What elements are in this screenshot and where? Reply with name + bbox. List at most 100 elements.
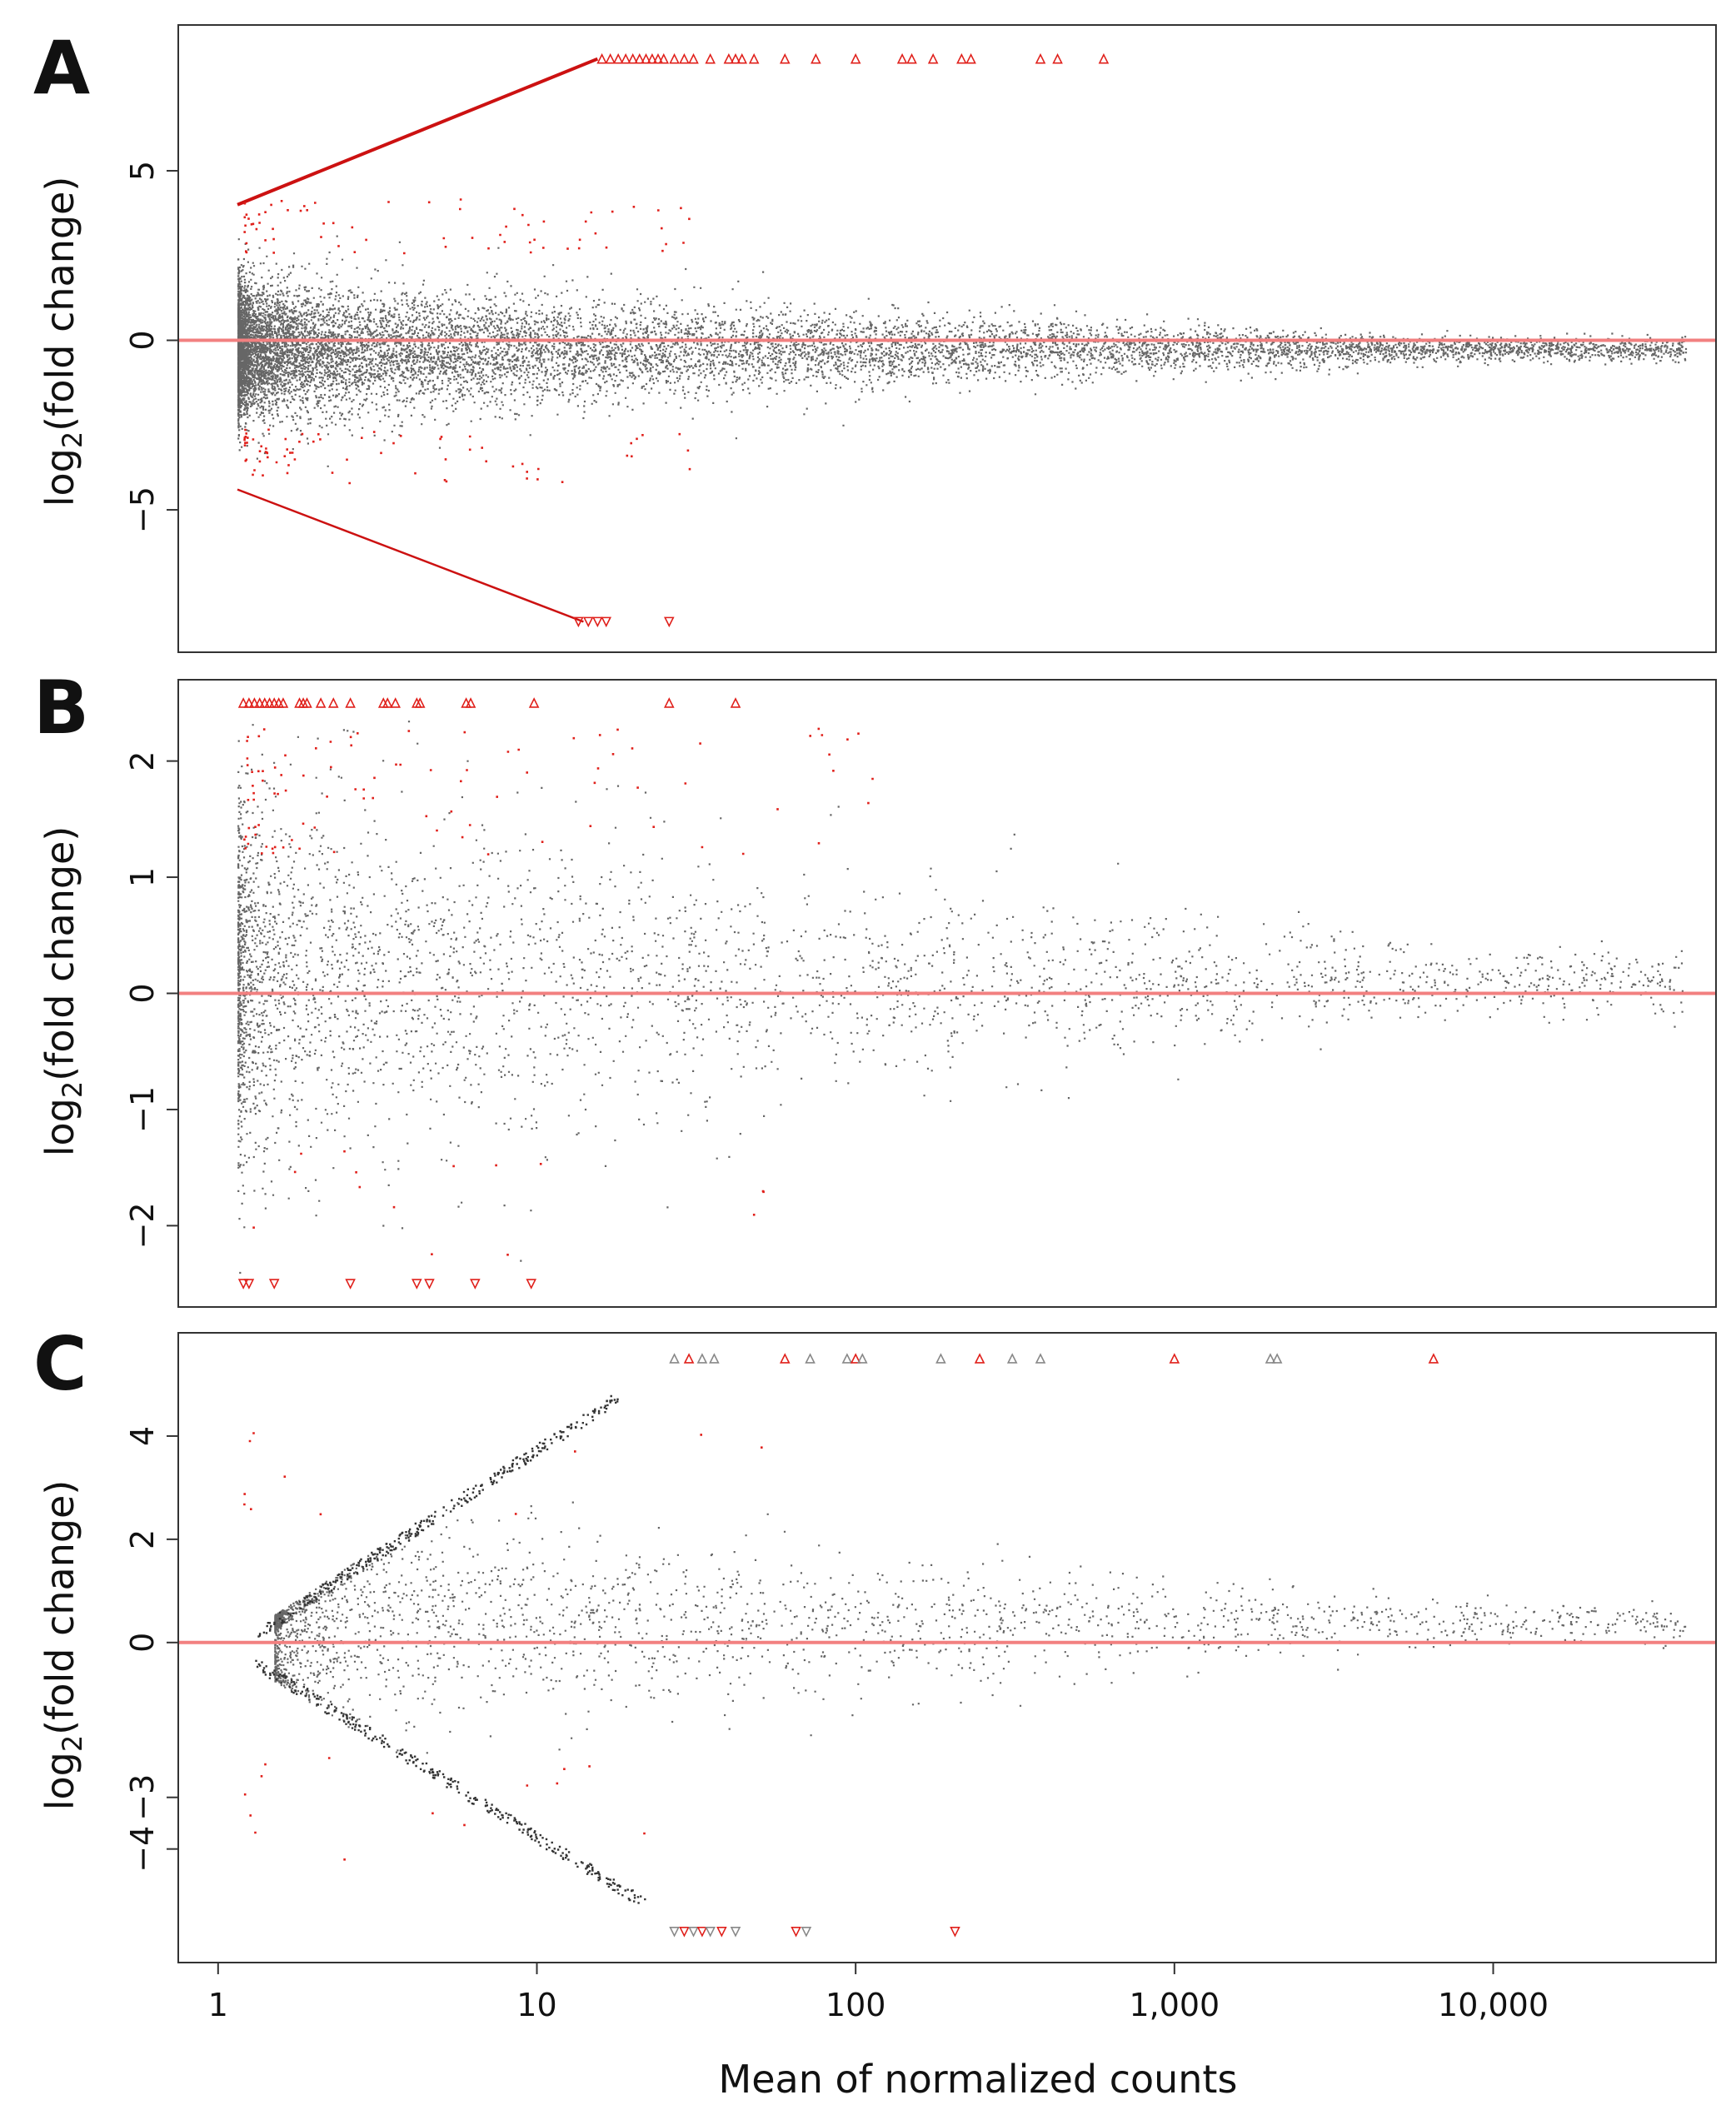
- threshold-line-down: [237, 488, 584, 623]
- capped-up-marker: [669, 1353, 680, 1364]
- capped-down-marker: [592, 616, 603, 628]
- capped-up-marker: [641, 52, 651, 64]
- x-tick-label: 1: [208, 1987, 228, 2023]
- capped-down-marker: [237, 1279, 249, 1289]
- panel-c-y-axis: 4 2 0 −3 −4: [124, 1426, 178, 1873]
- capped-up-marker: [652, 52, 664, 64]
- capped-up-marker: [896, 52, 908, 64]
- y-tick-label: −5: [124, 486, 161, 533]
- capped-up-marker: [935, 1353, 946, 1364]
- capped-up-marker: [390, 697, 401, 708]
- capped-up-marker: [779, 52, 791, 64]
- panel-c-points-red: [243, 1353, 1439, 1938]
- panel-b-letter: B: [33, 665, 89, 751]
- x-axis: 1 10 100 1,000 10,000: [208, 1962, 1549, 2023]
- panel-c-points-gray: [255, 1394, 1687, 1904]
- capped-up-marker: [696, 1353, 708, 1364]
- capped-up-marker: [605, 52, 616, 64]
- capped-up-marker: [658, 52, 670, 64]
- panel-c-letter: C: [33, 1321, 87, 1407]
- capped-up-marker: [811, 52, 821, 64]
- capped-up-marker: [1098, 52, 1110, 64]
- capped-up-marker: [414, 697, 426, 708]
- capped-up-marker: [974, 1353, 985, 1364]
- capped-down-marker: [730, 1927, 741, 1938]
- capped-up-marker: [327, 697, 339, 708]
- capped-up-marker: [627, 52, 638, 64]
- threshold-line-up: [237, 57, 599, 207]
- funnel-upper-points: [257, 1394, 619, 1638]
- capped-down-marker: [573, 616, 584, 628]
- capped-up-marker: [856, 1353, 868, 1364]
- capped-up-marker: [382, 697, 393, 708]
- capped-up-marker: [850, 1353, 861, 1364]
- y-tick-label: −1: [124, 1086, 161, 1133]
- capped-down-marker: [601, 616, 612, 628]
- x-tick-label: 1,000: [1129, 1987, 1220, 2023]
- panel-a-letter: A: [33, 25, 90, 111]
- y-tick-label: −2: [124, 1202, 161, 1249]
- capped-down-marker: [791, 1927, 801, 1938]
- panel-a: A log2(fold change) 5 0 −5: [33, 24, 1717, 653]
- capped-up-marker: [841, 1353, 853, 1364]
- capped-up-marker: [965, 52, 976, 64]
- y-tick-label: 1: [124, 867, 161, 887]
- capped-up-marker: [237, 697, 249, 708]
- capped-up-marker: [302, 697, 312, 708]
- capped-up-marker: [736, 52, 748, 64]
- panel-b-y-axis: 2 1 0 −1 −2: [124, 751, 178, 1249]
- capped-down-marker: [669, 1927, 680, 1938]
- y-tick-label: 0: [124, 1633, 161, 1653]
- capped-up-marker: [1052, 52, 1063, 64]
- capped-up-marker: [730, 52, 741, 64]
- capped-down-marker: [582, 616, 594, 628]
- capped-up-marker: [730, 697, 741, 708]
- panel-b-plot-frame: [177, 679, 1717, 1308]
- capped-up-marker: [688, 52, 699, 64]
- capped-down-marker: [243, 1279, 255, 1289]
- y-tick-label: −3: [124, 1774, 161, 1821]
- y-tick-label: 5: [124, 161, 161, 181]
- capped-up-marker: [249, 697, 260, 708]
- capped-up-marker: [679, 52, 690, 64]
- capped-up-marker: [596, 52, 607, 64]
- capped-down-marker: [679, 1927, 690, 1938]
- capped-down-marker: [526, 1279, 536, 1289]
- capped-up-marker: [277, 697, 289, 708]
- panel-b: B log2(fold change) 2 1 0 −1 −2: [33, 665, 1717, 1308]
- capped-up-marker: [956, 52, 967, 64]
- capped-up-marker: [528, 697, 540, 708]
- capped-down-marker: [716, 1927, 727, 1938]
- capped-up-marker: [683, 1353, 695, 1364]
- capped-up-marker: [1006, 1353, 1018, 1364]
- y-tick-label: 4: [124, 1426, 161, 1446]
- y-tick-label: −4: [124, 1826, 161, 1873]
- capped-up-marker: [254, 697, 265, 708]
- capped-up-marker: [906, 52, 917, 64]
- x-tick-label: 10: [516, 1987, 556, 2023]
- capped-up-marker: [345, 697, 356, 708]
- capped-down-marker: [663, 616, 675, 628]
- x-tick-label: 10,000: [1438, 1987, 1549, 2023]
- capped-up-marker: [723, 52, 735, 64]
- panel-b-y-axis-label: log2(fold change): [37, 826, 88, 1157]
- capped-up-marker: [705, 52, 716, 64]
- capped-up-marker: [663, 697, 675, 708]
- capped-down-marker: [801, 1927, 812, 1938]
- panel-a-points-red: [237, 52, 1110, 628]
- capped-up-marker: [1035, 52, 1046, 64]
- capped-up-marker: [850, 52, 861, 64]
- capped-down-marker: [696, 1927, 708, 1938]
- panel-c-y-axis-label: log2(fold change): [37, 1480, 88, 1811]
- capped-up-marker: [779, 1353, 791, 1364]
- capped-up-marker: [669, 52, 680, 64]
- y-tick-label: 2: [124, 751, 161, 771]
- capped-up-marker: [620, 52, 631, 64]
- y-tick-label: 0: [124, 330, 161, 350]
- capped-down-marker: [268, 1279, 280, 1289]
- capped-down-marker: [705, 1927, 716, 1938]
- capped-up-marker: [709, 1353, 720, 1364]
- y-tick-label: 2: [124, 1529, 161, 1549]
- panel-a-y-axis: 5 0 −5: [124, 161, 178, 533]
